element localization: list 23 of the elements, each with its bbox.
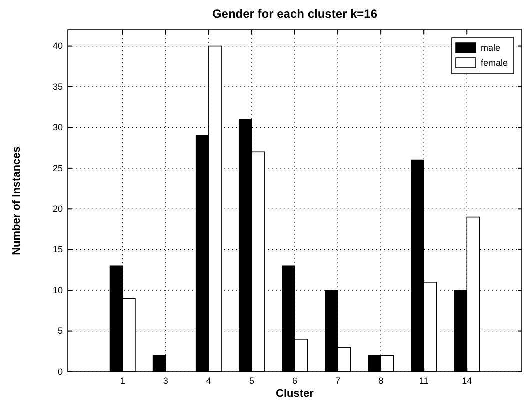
legend-label: female: [481, 58, 508, 68]
x-tick-label: 7: [336, 376, 341, 386]
x-tick-label: 6: [292, 376, 298, 386]
y-axis-title: Number of Instances: [11, 146, 23, 256]
y-tick-label: 25: [52, 163, 63, 174]
y-tick-label: 20: [52, 204, 63, 214]
x-tick-label: 8: [378, 376, 384, 386]
x-tick-label: 1: [120, 376, 126, 386]
y-tick-label: 0: [58, 366, 63, 377]
x-tick-label: 11: [419, 376, 429, 386]
x-tick-label: 4: [206, 376, 212, 386]
x-tick-label: 14: [462, 376, 472, 386]
y-tick-label: 35: [52, 82, 63, 92]
chart-title: Gender for each cluster k=16: [212, 7, 378, 21]
y-tick-label: 10: [52, 285, 63, 296]
x-axis-title: Cluster: [276, 388, 315, 400]
x-tick-label: 5: [249, 376, 254, 386]
legend-label: male: [481, 43, 501, 53]
y-tick-label: 30: [52, 122, 63, 133]
y-tick-label: 5: [58, 326, 63, 336]
y-tick-label: 40: [52, 41, 63, 52]
y-tick-label: 15: [52, 244, 63, 255]
x-tick-label: 3: [163, 376, 168, 386]
